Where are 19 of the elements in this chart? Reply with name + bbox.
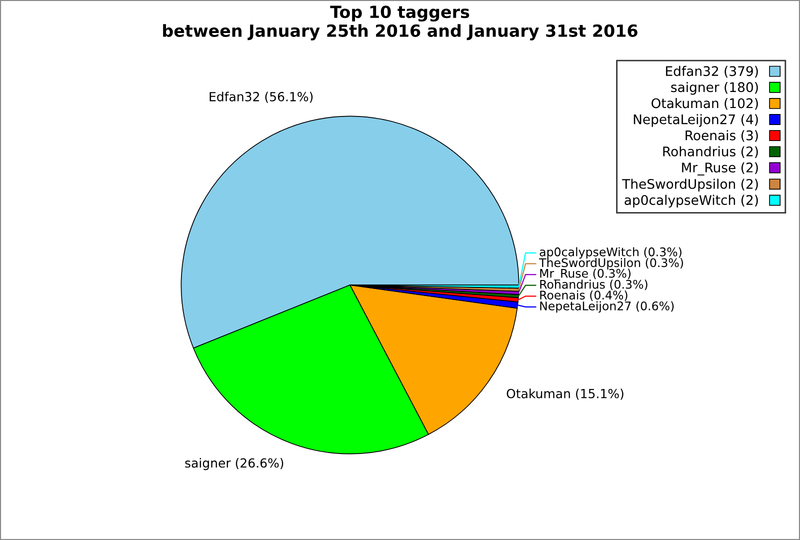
legend-label: saigner (180)	[671, 82, 758, 95]
legend-label: TheSwordUpsilon (2)	[622, 178, 758, 192]
data-label: Mr_Ruse (0.3%)	[540, 268, 631, 280]
data-label: Rohandrius (0.3%)	[540, 280, 648, 290]
legend-label: ap0calypseWitch (2)	[624, 194, 758, 208]
legend-label: Roenais (3)	[686, 130, 758, 142]
data-label: NepetaLeijon27 (0.6%)	[540, 301, 674, 313]
legend-label: Edfan32 (379)	[666, 66, 758, 78]
legend-label: Mr_Ruse (2)	[682, 162, 758, 176]
data-label: TheSwordUpsilon (0.3%)	[539, 258, 684, 270]
data-label: saigner (26.6%)	[185, 458, 284, 470]
legend-label: NepetaLeijon27 (4)	[634, 114, 758, 127]
data-label: Edfan32 (56.1%)	[210, 92, 313, 103]
data-label: ap0calypseWitch (0.3%)	[540, 247, 682, 259]
data-label: Otakuman (15.1%)	[506, 388, 624, 400]
legend-label: Otakuman (102)	[652, 98, 758, 110]
data-label: Roenais (0.4%)	[540, 290, 628, 301]
chart-title: Top 10 taggers between January 25th 2016 and January 31st 2016	[163, 6, 638, 40]
legend-label: Rohandrius (2)	[663, 146, 758, 158]
